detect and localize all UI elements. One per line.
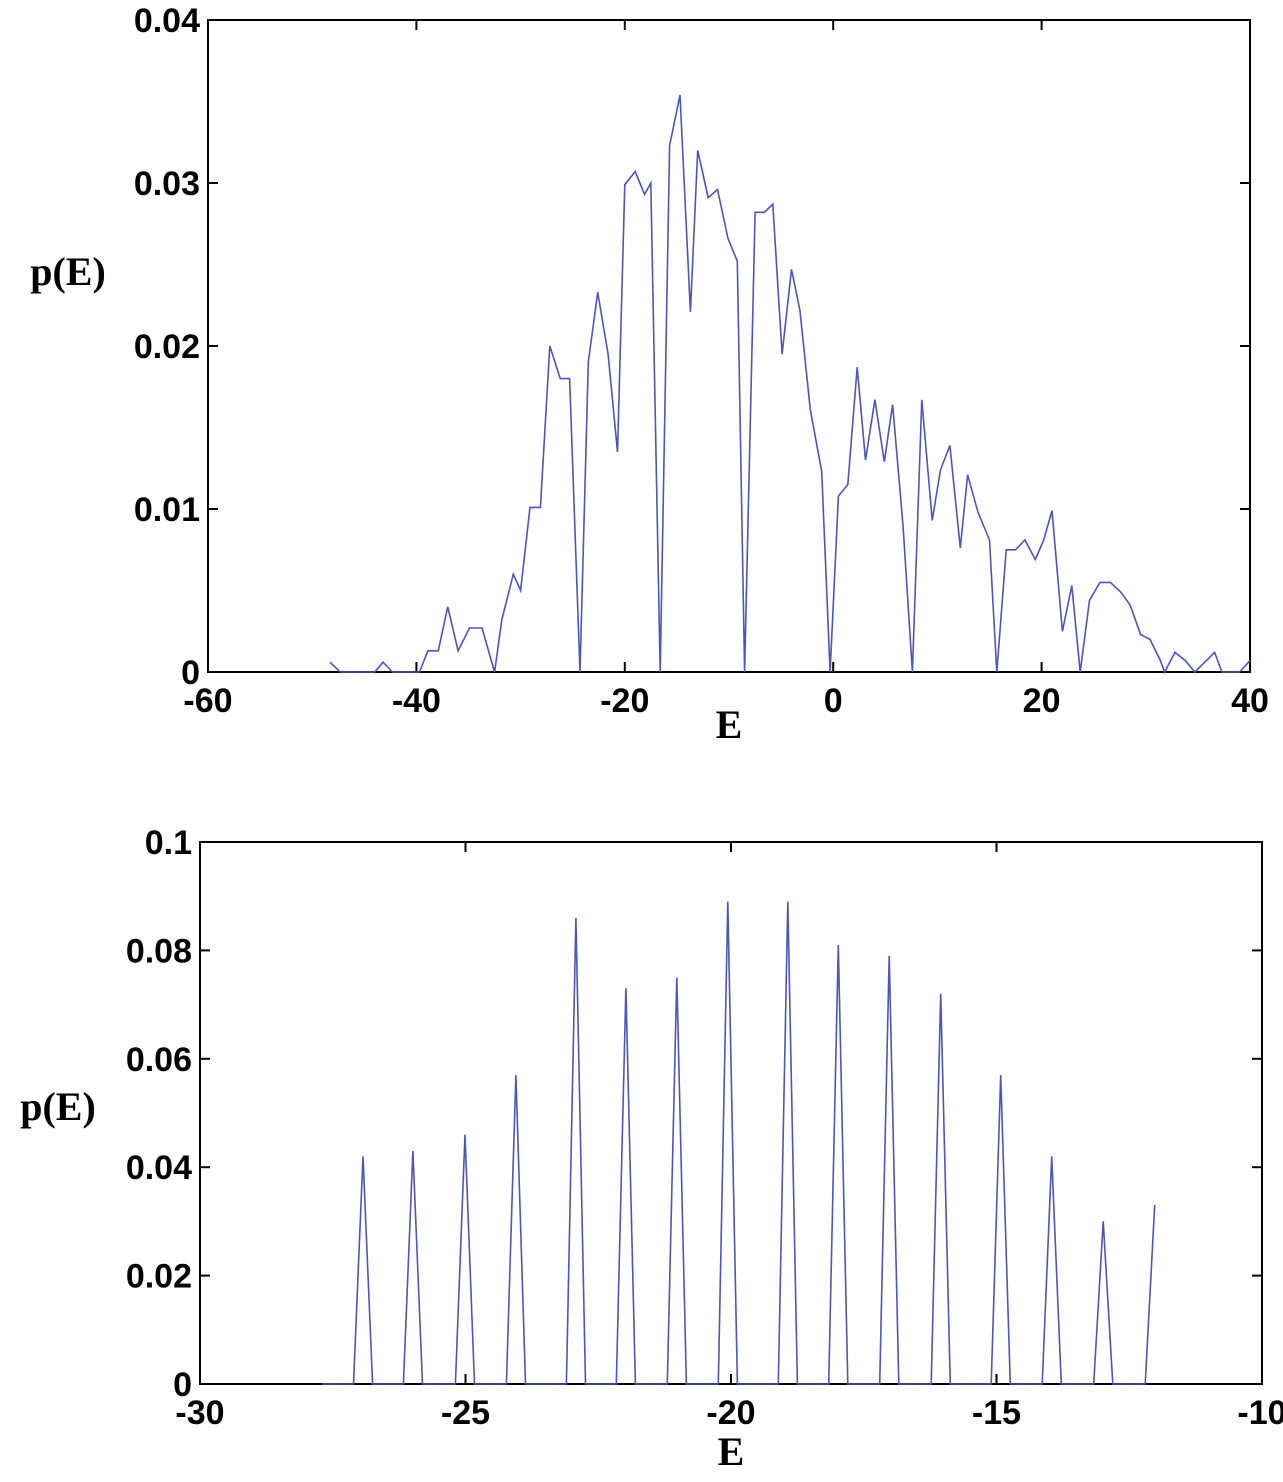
x-tick-label: -20 (706, 1394, 755, 1432)
y-tick-label: 0.02 (126, 1258, 192, 1296)
x-tick-label: -60 (183, 682, 232, 720)
x-tick-label: -30 (175, 1394, 224, 1432)
y-tick-label: 0.1 (145, 824, 192, 862)
x-tick-label: -20 (600, 682, 649, 720)
x-tick-label: 40 (1231, 682, 1269, 720)
x-tick-label: -25 (441, 1394, 490, 1432)
axes-box (199, 841, 1263, 1385)
x-tick-label: -15 (972, 1394, 1021, 1432)
y-tick-label: 0.04 (134, 2, 200, 40)
x-tick-label: 0 (824, 682, 843, 720)
x-tick-label: -10 (1237, 1394, 1283, 1432)
axes-box (207, 19, 1251, 673)
y-tick-label: 0 (173, 1366, 192, 1404)
y-axis-label: p(E) (20, 1084, 96, 1129)
x-axis-label: E (716, 702, 743, 747)
y-axis-label: p(E) (30, 249, 106, 294)
data-line (329, 94, 1251, 674)
y-tick-label: 0.08 (126, 932, 192, 970)
y-tick-label: 0.01 (134, 491, 200, 529)
x-tick-label: 20 (1023, 682, 1061, 720)
y-tick-label: 0.06 (126, 1041, 192, 1079)
data-line (322, 901, 1156, 1385)
y-tick-label: 0 (181, 654, 200, 692)
y-tick-label: 0.03 (134, 165, 200, 203)
y-tick-label: 0.04 (126, 1149, 192, 1187)
y-tick-label: 0.02 (134, 328, 200, 366)
x-tick-label: -40 (392, 682, 441, 720)
x-axis-label: E (718, 1429, 745, 1474)
